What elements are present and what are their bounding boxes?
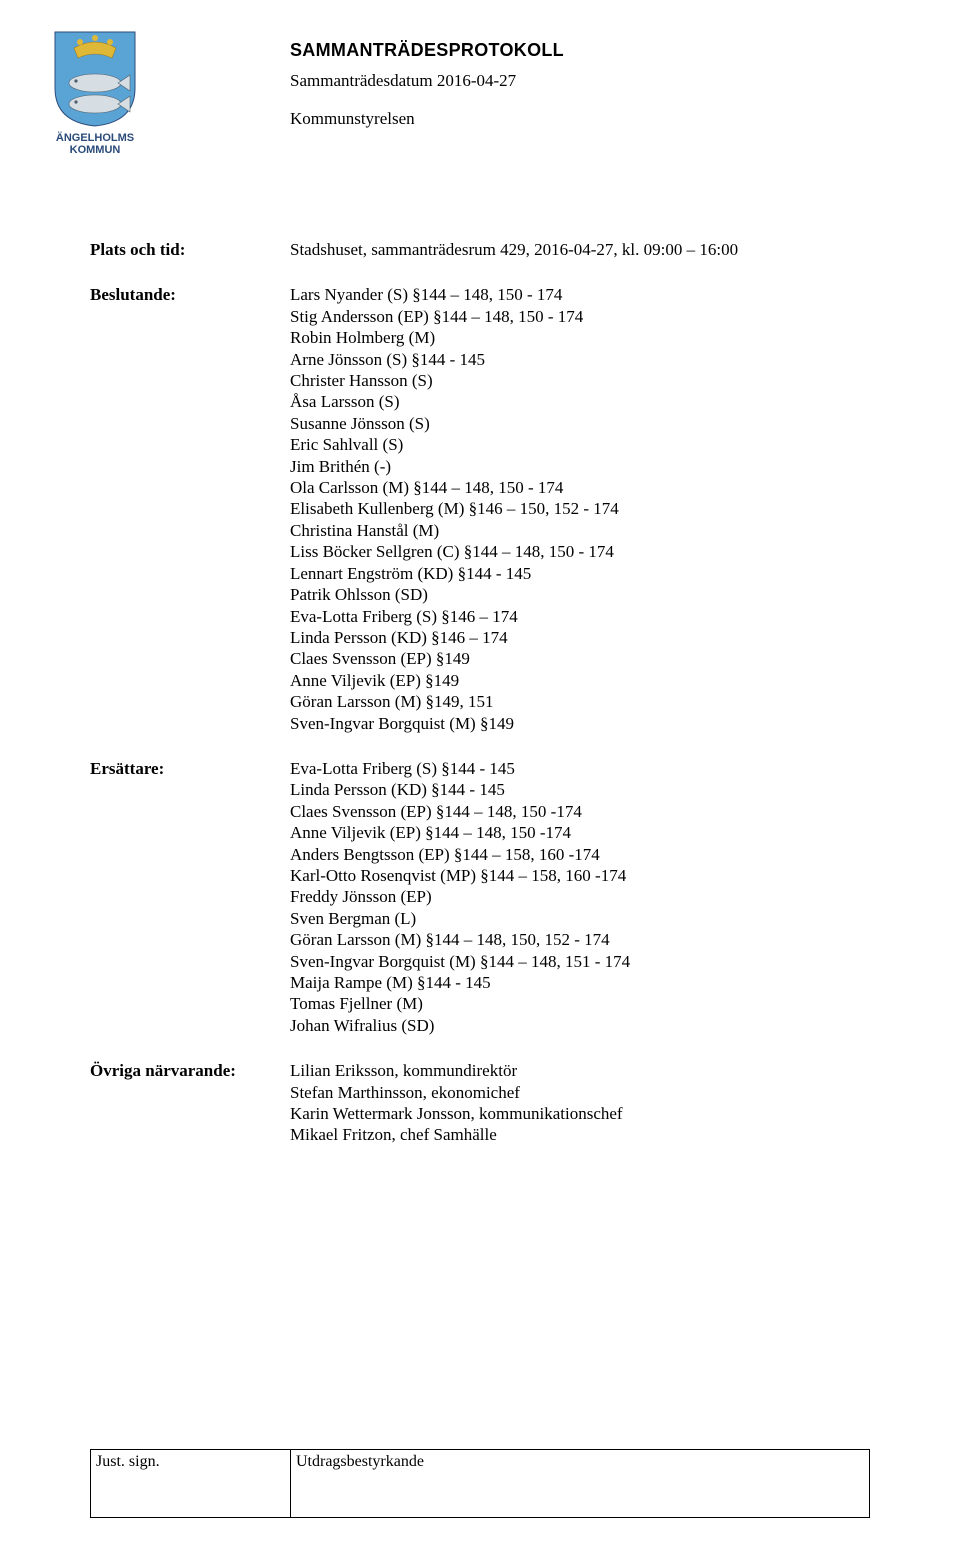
document-header: SAMMANTRÄDESPROTOKOLL Sammanträdesdatum … (290, 40, 870, 129)
plats-label: Plats och tid: (90, 239, 290, 260)
ovriga-label: Övriga närvarande: (90, 1060, 290, 1146)
plats-value: Stadshuset, sammanträdesrum 429, 2016-04… (290, 239, 870, 260)
meeting-date-line: Sammanträdesdatum 2016-04-27 (290, 71, 870, 91)
footer-table: Just. sign. Utdragsbestyrkande (90, 1449, 870, 1518)
protocol-body: Plats och tid: Stadshuset, sammanträdesr… (90, 239, 870, 1146)
municipal-logo: ÄNGELHOLMS KOMMUN (30, 28, 160, 156)
logo-text: ÄNGELHOLMS KOMMUN (56, 132, 134, 156)
ovriga-list: Lilian Eriksson, kommundirektörStefan Ma… (290, 1060, 870, 1146)
footer-sign-cell: Just. sign. (91, 1450, 291, 1518)
document-title: SAMMANTRÄDESPROTOKOLL (290, 40, 870, 61)
footer-verify-cell: Utdragsbestyrkande (291, 1450, 870, 1518)
board-name: Kommunstyrelsen (290, 109, 870, 129)
beslutande-list: Lars Nyander (S) §144 – 148, 150 - 174St… (290, 284, 870, 734)
ersattare-label: Ersättare: (90, 758, 290, 1036)
ersattare-list: Eva-Lotta Friberg (S) §144 - 145Linda Pe… (290, 758, 870, 1036)
crest-icon (52, 28, 138, 128)
beslutande-label: Beslutande: (90, 284, 290, 734)
